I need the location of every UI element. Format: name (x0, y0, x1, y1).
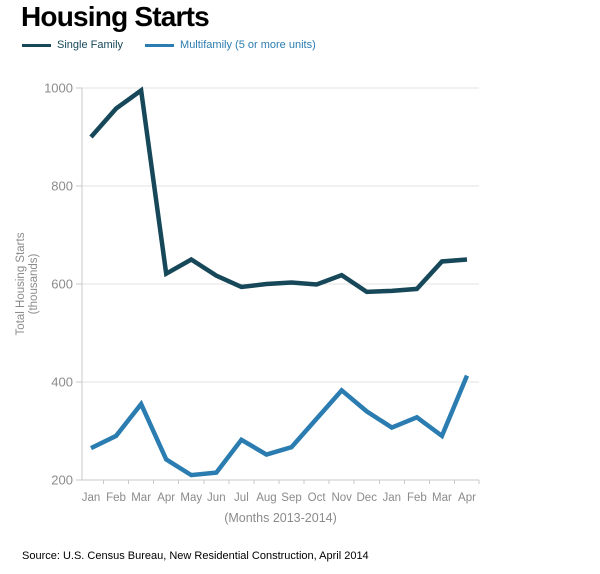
x-axis-title: (Months 2013-2014) (224, 511, 337, 525)
y-tick-label: 400 (51, 375, 73, 390)
multifamily-5-or-more-units-line (90, 374, 470, 478)
y-tick-label: 1000 (44, 81, 73, 96)
x-tick-label: Aug (256, 492, 276, 504)
y-tick-label: 600 (51, 277, 73, 292)
x-tick-label: Feb (106, 492, 126, 504)
legend-label-multifamily: Multifamily (5 or more units) (180, 39, 316, 51)
x-tick-label: Jan (383, 492, 402, 504)
multifamily-line-swatch-icon (145, 43, 175, 47)
y-axis-title-line2: (thousands) (28, 253, 40, 314)
x-tick-label: Jul (234, 492, 249, 504)
legend-label-single-family: Single Family (57, 39, 124, 51)
single-family-line-swatch-icon (22, 43, 51, 47)
x-tick-label: Apr (458, 492, 476, 504)
x-tick-label: Jan (82, 492, 101, 504)
legend-item-multifamily: Multifamily (5 or more units) (145, 39, 316, 51)
x-tick-label: Mar (131, 492, 151, 504)
x-tick-label: Oct (308, 492, 327, 504)
x-tick-label: Apr (157, 492, 175, 504)
x-tick-label: Jun (207, 492, 226, 504)
legend-item-single-family: Single Family (22, 39, 123, 51)
single-family-line (89, 86, 468, 295)
y-tick-label: 800 (51, 179, 73, 194)
x-tick-label: Nov (331, 492, 352, 504)
chart-title: Housing Starts (21, 1, 210, 32)
x-tick-label: May (180, 492, 202, 504)
y-tick-label: 200 (51, 473, 73, 488)
x-tick-label: Sep (281, 492, 301, 504)
x-tick-label: Mar (432, 492, 452, 504)
y-axis-title-line1: Total Housing Starts (15, 232, 27, 335)
source-note: Source: U.S. Census Bureau, New Resident… (22, 550, 369, 562)
x-tick-label: Feb (407, 492, 427, 504)
chart-legend: Single Family Multifamily (5 or more uni… (22, 39, 316, 51)
x-tick-label: Dec (357, 492, 378, 504)
chart-svg: 200 400 600 800 1000 Jan Feb Mar Apr May Jun Jul Aug… (15, 81, 480, 525)
